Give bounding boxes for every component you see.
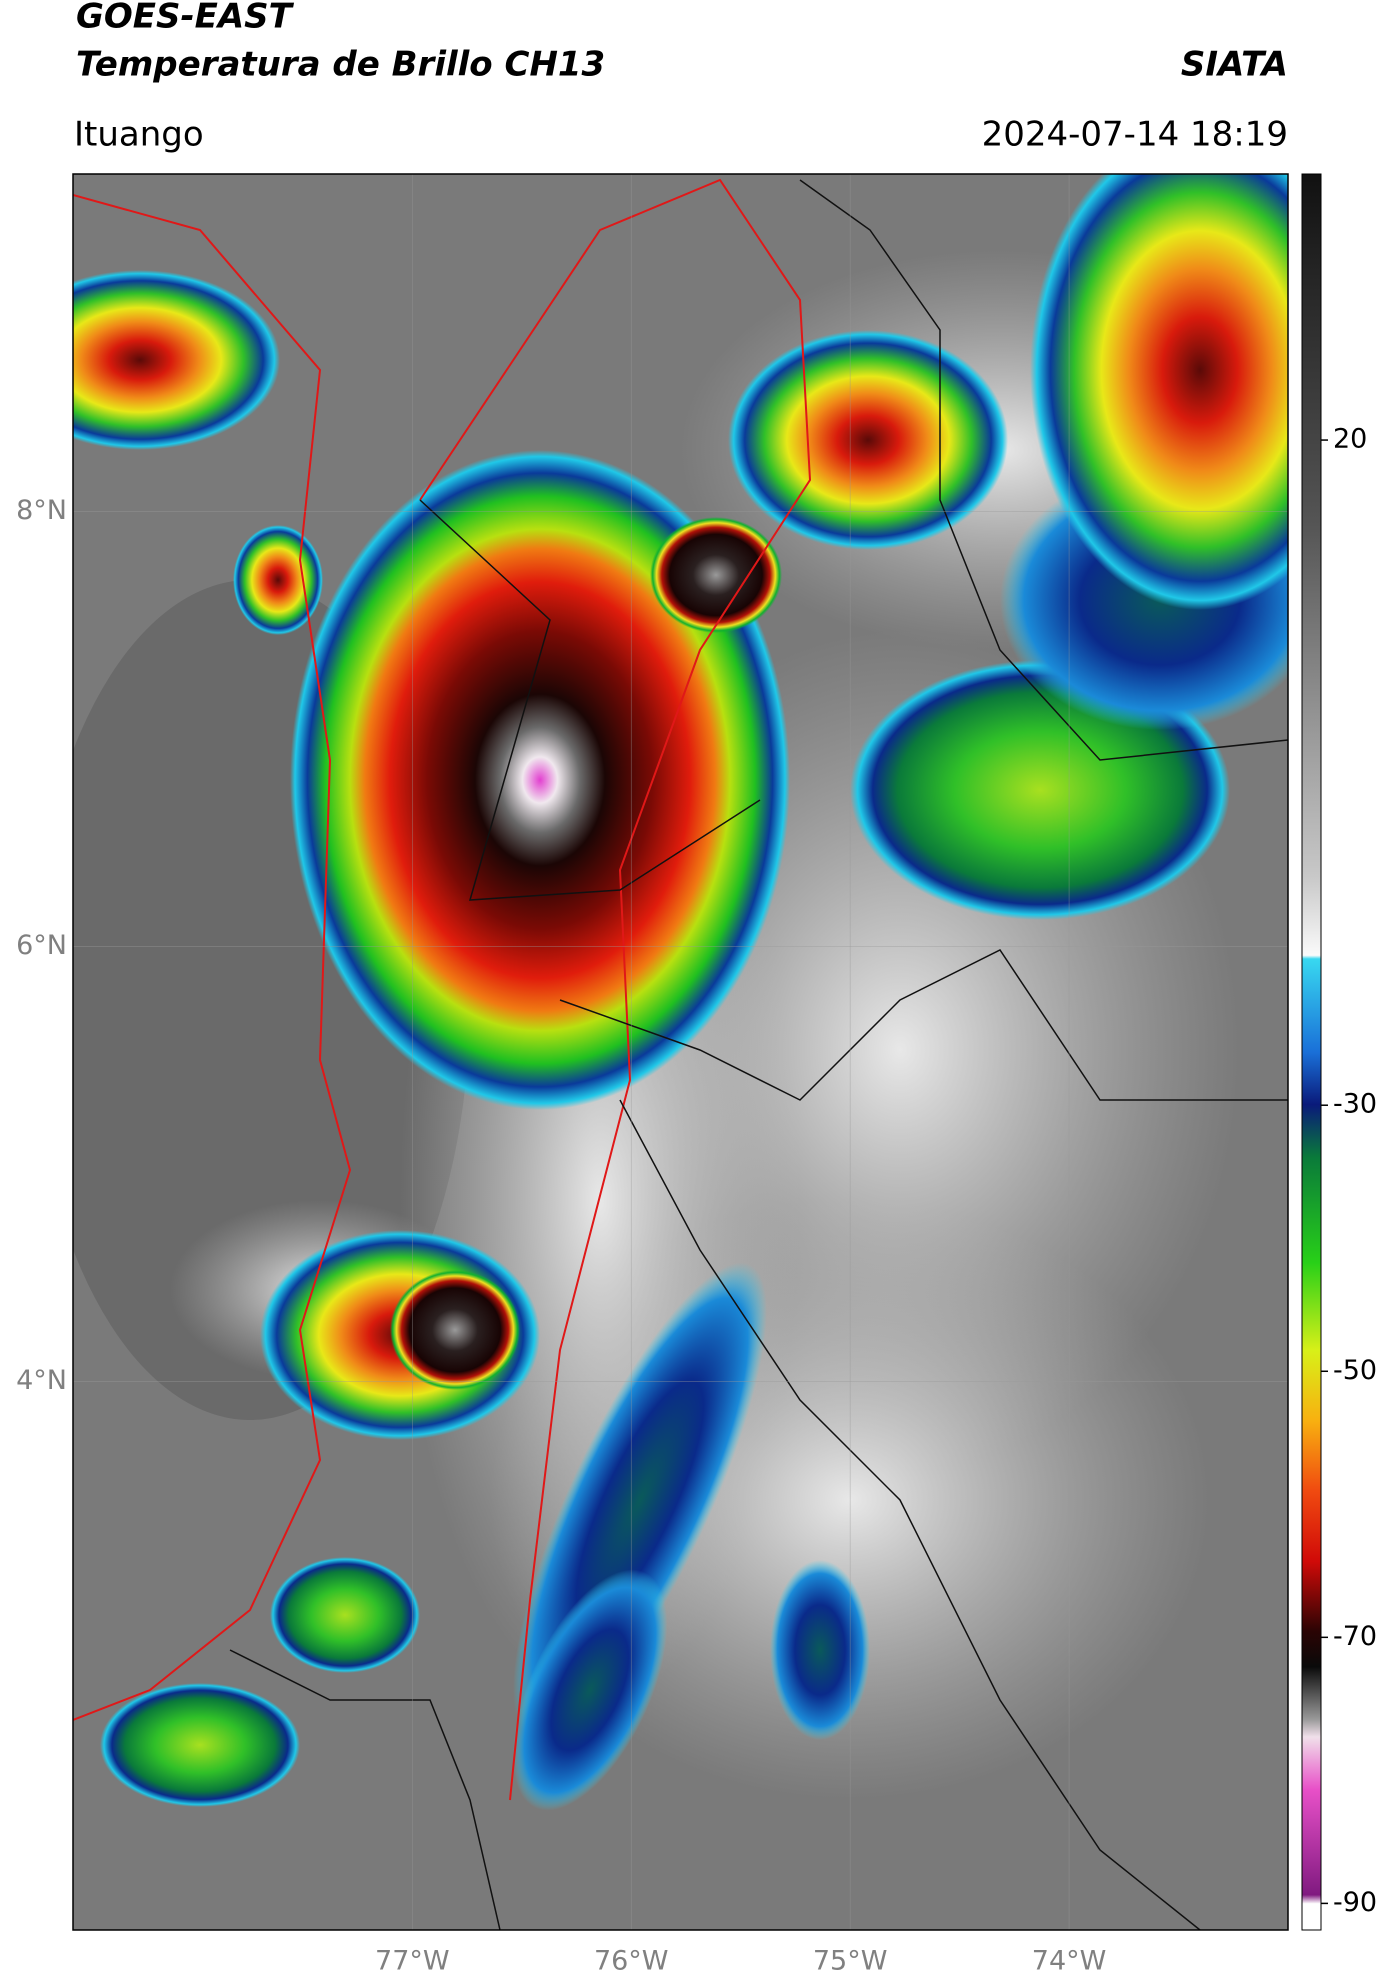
colorbar-label: -70 xyxy=(1333,1621,1377,1652)
ticks: 8°N 6°N 4°N 77°W 76°W 75°W 74°W 20 -30 -50 -70 -90 xyxy=(16,424,1377,1977)
department-border xyxy=(419,178,812,1801)
coastline xyxy=(73,194,352,1721)
lon-label: 75°W xyxy=(813,1946,888,1977)
cloud-top xyxy=(100,1683,300,1807)
cloud-top xyxy=(1030,174,1288,610)
graticule xyxy=(73,174,1288,1930)
colorbar xyxy=(1301,173,1322,1931)
department-border xyxy=(229,1649,501,1930)
colorbar-label: 20 xyxy=(1333,424,1367,455)
department-border xyxy=(619,1099,1201,1930)
cloud-top xyxy=(770,1560,870,1740)
title: GOES-EAST xyxy=(76,0,295,37)
lon-label: 76°W xyxy=(594,1946,669,1977)
subtitle: Temperatura de Brillo CH13 xyxy=(76,45,605,85)
cloud-top xyxy=(728,330,1008,550)
lon-label: 74°W xyxy=(1032,1946,1107,1977)
colorbar-label: -30 xyxy=(1333,1089,1377,1120)
satellite-image xyxy=(73,174,1288,1930)
colorbar-label: -90 xyxy=(1333,1887,1377,1918)
department-border xyxy=(419,499,761,901)
cloud-top xyxy=(650,517,782,633)
colorbar-label: -50 xyxy=(1333,1355,1377,1386)
department-border xyxy=(799,179,1288,761)
cloud-top xyxy=(390,1270,520,1390)
cloud-top xyxy=(512,1569,668,1811)
cloud-top xyxy=(290,450,790,1110)
lat-label: 4°N xyxy=(16,1365,67,1396)
lat-label: 8°N xyxy=(16,495,67,526)
cloud-top xyxy=(270,1557,420,1673)
datetime: 2024-07-14 18:19 xyxy=(982,115,1288,155)
lat-label: 6°N xyxy=(16,930,67,961)
location: Ituango xyxy=(74,115,204,155)
department-border xyxy=(559,949,1288,1101)
brand: SIATA xyxy=(1181,45,1288,85)
lon-label: 77°W xyxy=(375,1946,450,1977)
cloud-top xyxy=(73,270,280,450)
map-frame xyxy=(72,173,1289,1931)
